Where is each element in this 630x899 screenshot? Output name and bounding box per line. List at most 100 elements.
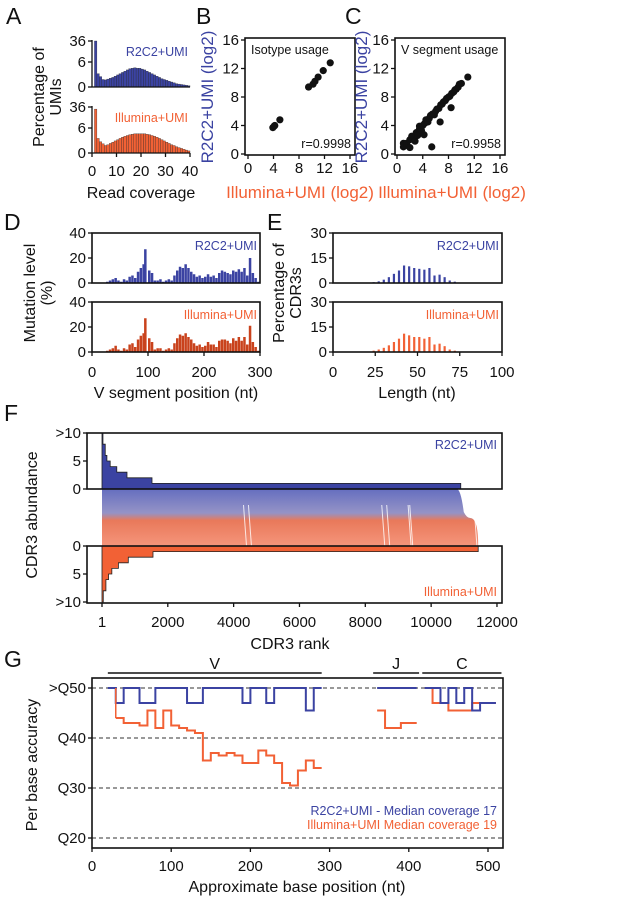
coverage-bar (172, 145, 176, 154)
b-x-tick-label: 16 (342, 160, 359, 177)
coverage-bar (113, 140, 117, 154)
f-y-tick-label: 5 (73, 453, 81, 470)
mutation-bar (201, 278, 204, 283)
accuracy-line (424, 687, 496, 712)
g-y-tick-label: >Q50 (49, 680, 86, 697)
mutation-bar (204, 345, 207, 352)
length-bar (448, 280, 451, 283)
length-bar (433, 275, 436, 283)
series-label: R2C2+UMI (435, 438, 497, 452)
c-y-tick-label: 0 (381, 146, 389, 163)
a-y-tick-label: 6 (78, 120, 86, 137)
g-plot-frame (91, 677, 504, 849)
mutation-bar (108, 349, 112, 352)
link-gap (243, 504, 248, 547)
coverage-bar (101, 79, 105, 88)
coverage-bar (160, 139, 164, 154)
length-bar (423, 269, 426, 283)
e-y-tick-label: 15 (310, 319, 327, 336)
f-y-tick-label: 0 (73, 481, 81, 498)
c-y-tick-label: 16 (372, 32, 389, 49)
b-x-tick-label: 8 (295, 160, 303, 177)
b-y-axis-label: R2C2+UMI (log2) (198, 31, 217, 164)
scatter-point (406, 143, 414, 152)
g-y-tick-label: Q40 (58, 730, 86, 747)
mutation-bar (201, 347, 204, 352)
region-label: J (392, 656, 400, 673)
mutation-bar (122, 348, 126, 352)
mutation-bar (212, 344, 215, 352)
mutation-bar (192, 274, 196, 283)
coverage-bar (150, 135, 154, 154)
mutation-bar (164, 280, 168, 283)
cdr3-link-band (102, 489, 479, 546)
a-y-tick-label: 36 (69, 33, 86, 50)
coverage-bar (118, 73, 122, 88)
a-x-axis-label: Read coverage (87, 185, 196, 202)
length-bar (448, 349, 451, 352)
f-x-tick-label: 2000 (151, 614, 184, 631)
mutation-bar (223, 271, 227, 283)
mutation-bar (240, 271, 243, 283)
a-y-axis-label: Percentage of (31, 47, 48, 147)
mutation-bar (128, 276, 131, 283)
coverage-bar (138, 68, 142, 88)
b-correlation: r=0.9998 (301, 137, 351, 151)
c-x-tick-label: 12 (466, 160, 483, 177)
e-y-axis-label: CDR3s (288, 267, 305, 319)
mutation-bar (176, 338, 179, 352)
mutation-bar (220, 270, 224, 283)
coverage-bar (143, 69, 147, 88)
mutation-bar (144, 249, 147, 283)
coverage-bar (162, 140, 166, 154)
coverage-bar (113, 76, 117, 88)
coverage-bar (170, 81, 173, 88)
accuracy-line (107, 687, 322, 712)
mutation-bar (144, 318, 147, 352)
panel-label-d: D (4, 209, 21, 235)
coverage-bar (162, 79, 166, 88)
mutation-bar (206, 274, 210, 283)
length-bar (418, 268, 421, 283)
mutation-bar (190, 271, 193, 283)
scatter-point (420, 131, 428, 139)
coverage-bar (111, 77, 115, 88)
coverage-bar (167, 143, 171, 154)
link-gap (407, 504, 412, 547)
mutation-bar (134, 278, 137, 283)
series-label: Illumina+UMI (115, 111, 188, 125)
g-x-tick-label: 0 (88, 858, 96, 875)
coverage-bar (109, 143, 112, 154)
mutation-bar (156, 348, 159, 352)
coverage-bar (135, 133, 139, 154)
d-y-tick-label: 40 (69, 294, 86, 311)
mutation-bar (142, 333, 145, 352)
length-bar (382, 347, 385, 352)
mutation-bar (167, 348, 171, 352)
mutation-bar (223, 339, 227, 352)
d-x-tick-label: 300 (247, 364, 272, 381)
mutation-bar (181, 268, 185, 283)
g-x-tick-label: 500 (475, 858, 500, 875)
g-y-axis-label: Per base accuracy (24, 699, 41, 832)
b-y-tick-label: 16 (222, 32, 239, 49)
f-y-tick-label: >10 (56, 425, 81, 442)
coverage-bar (99, 141, 102, 154)
length-bar (428, 268, 431, 283)
mutation-bar (232, 270, 235, 283)
length-bar (377, 281, 380, 283)
coverage-bar (138, 133, 142, 154)
f-x-tick-label: 1 (98, 614, 106, 631)
coverage-bar (148, 72, 151, 88)
mutation-bar (136, 339, 140, 352)
coverage-bar (123, 71, 127, 88)
mutation-bar (125, 280, 129, 283)
mutation-bar (187, 268, 190, 283)
mutation-bar (226, 273, 229, 283)
mutation-bar (156, 280, 159, 283)
coverage-bar (140, 133, 144, 154)
coverage-bar (153, 136, 156, 154)
mutation-bar (111, 279, 115, 283)
panel-label-a: A (6, 3, 22, 29)
d-y-tick-label: 0 (78, 275, 86, 292)
